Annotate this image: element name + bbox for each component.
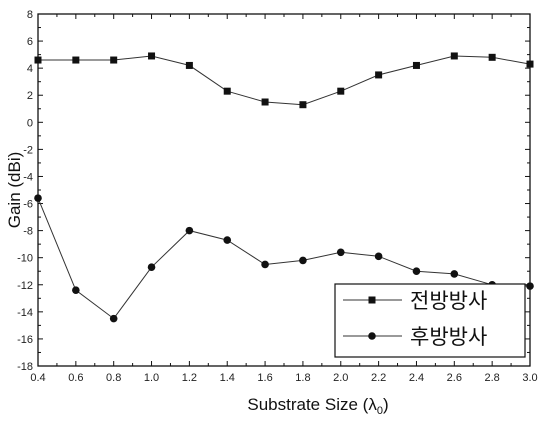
y-tick-label: -4: [23, 171, 33, 183]
data-point-forward: [72, 56, 80, 64]
y-tick-label: -8: [23, 226, 33, 238]
x-tick-label: 1.8: [295, 372, 310, 384]
x-tick-label: 1.2: [182, 372, 197, 384]
data-point-backward: [374, 252, 383, 261]
y-tick-label: 0: [27, 117, 33, 129]
x-tick-label: 3.0: [522, 372, 537, 384]
x-tick-label: 1.6: [257, 372, 272, 384]
legend-label-forward: 전방방사: [410, 289, 487, 313]
x-axis-title-end: ): [383, 395, 389, 414]
data-point-forward: [148, 52, 156, 60]
data-point-backward: [526, 282, 534, 290]
data-point-forward: [223, 87, 231, 95]
data-point-forward: [412, 61, 420, 69]
data-point-forward: [337, 87, 345, 95]
y-tick-label: 8: [27, 9, 33, 21]
y-axis-title: Gain (dBi): [5, 152, 24, 229]
data-point-forward: [375, 71, 383, 79]
data-point-backward: [147, 263, 156, 271]
y-tick-label: -12: [17, 280, 33, 292]
x-tick-label: 2.0: [333, 372, 348, 384]
data-point-backward: [223, 236, 232, 244]
y-tick-label: -6: [23, 199, 33, 211]
series-line-forward: [38, 55, 531, 106]
legend-label-backward: 후방방사: [410, 325, 487, 349]
data-point-forward: [450, 52, 458, 60]
legend-box: [334, 283, 526, 358]
data-point-backward: [109, 314, 118, 323]
x-tick-label: 2.4: [409, 372, 424, 384]
y-tick-label: 6: [27, 36, 33, 48]
data-point-backward: [261, 260, 269, 269]
x-axis-title-main: Substrate Size (λ: [247, 395, 377, 414]
data-point-backward: [412, 267, 421, 276]
data-point-forward: [34, 56, 42, 64]
data-point-backward: [299, 256, 307, 265]
data-point-forward: [261, 98, 269, 106]
y-tick-label: -10: [17, 253, 33, 265]
data-point-forward: [110, 56, 118, 64]
x-tick-label: 0.8: [106, 372, 121, 384]
y-tick-label: -2: [23, 144, 33, 156]
x-axis-title-sub: 0: [377, 405, 383, 417]
x-tick-label: 2.6: [447, 372, 462, 384]
y-tick-label: 2: [27, 90, 33, 102]
legend: 전방방사 후방방사: [334, 283, 526, 358]
data-point-forward: [526, 60, 534, 68]
x-tick-label: 1.4: [220, 372, 235, 384]
x-tick-label: 1.0: [144, 372, 159, 384]
data-point-forward: [185, 61, 193, 69]
y-tick-label: -14: [17, 307, 33, 319]
legend-marker-backward: [368, 332, 376, 340]
y-tick-label: -18: [17, 361, 33, 373]
data-point-backward: [450, 270, 459, 278]
x-tick-label: 2.2: [371, 372, 386, 384]
x-tick-label: 2.8: [485, 372, 500, 384]
data-point-forward: [299, 101, 307, 109]
y-tick-label: -16: [17, 334, 33, 346]
x-axis-title: Substrate Size (λ0): [247, 395, 388, 417]
y-tick-label: 4: [27, 63, 33, 75]
data-point-backward: [34, 194, 42, 202]
data-point-forward: [488, 53, 496, 61]
x-tick-label: 0.4: [30, 372, 45, 384]
legend-marker-forward: [368, 296, 376, 304]
series-line-backward: [37, 197, 531, 320]
x-tick-label: 0.6: [68, 372, 83, 384]
data-point-backward: [72, 286, 80, 294]
data-point-backward: [185, 226, 194, 235]
data-point-backward: [336, 248, 345, 257]
